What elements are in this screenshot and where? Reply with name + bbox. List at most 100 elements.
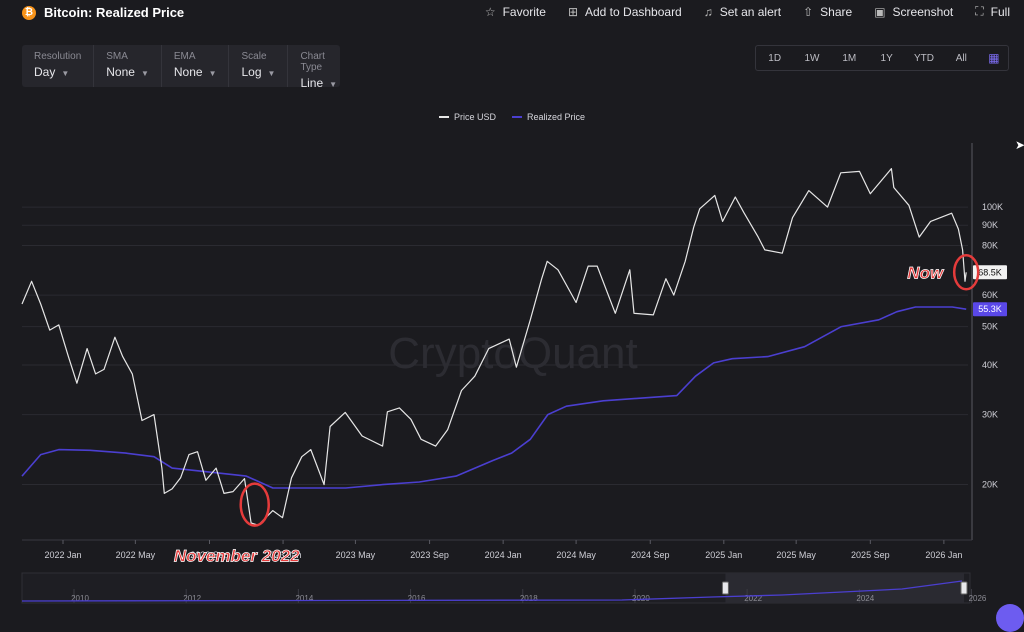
header-actions: ☆ Favorite ⊞ Add to Dashboard ♫ Set an aler… [485, 4, 1010, 19]
resolution-select[interactable]: Resolution Day ▼ [22, 45, 95, 87]
y-tick-label: 90K [982, 220, 998, 230]
range-1m-button[interactable]: 1M [842, 52, 857, 64]
navigator[interactable]: 2010 2012 2014 2016 2018 2020 2022 2024 2026 [21, 572, 987, 604]
range-1y-button[interactable]: 1Y [880, 52, 893, 64]
annotations: November 2022 Now [174, 254, 980, 566]
legend-item-realized[interactable]: Realized Price [511, 112, 586, 122]
mouse-cursor-icon: ➤ [1015, 138, 1024, 152]
sma-value: None [106, 65, 135, 79]
navigator-label: 2026 [969, 594, 987, 603]
y-tick-label: 100K [982, 202, 1003, 212]
range-all-button[interactable]: All [955, 52, 967, 64]
range-selector: 1D 1W 1M 1Y YTD All ▦ [755, 45, 1009, 71]
y-tick-label: 30K [982, 410, 998, 420]
share-icon: ⇧ [803, 4, 814, 19]
series-layer [21, 168, 967, 526]
fullscreen-button[interactable]: ⛶ Full [975, 4, 1010, 19]
ema-select[interactable]: EMA None ▼ [162, 45, 230, 87]
legend-swatch-realized [511, 116, 522, 118]
series-line-price [21, 168, 967, 526]
resolution-value: Day [34, 65, 56, 79]
screenshot-button[interactable]: ▣ Screenshot [874, 4, 953, 19]
chevron-down-icon: ▼ [208, 69, 217, 78]
navigator-label: 2010 [71, 594, 89, 603]
annotation-circle-now [952, 254, 980, 291]
x-tick-label: 2025 May [776, 550, 816, 560]
set-alert-button[interactable]: ♫ Set an alert [704, 4, 781, 19]
gridlines [22, 206, 968, 486]
y-axis: 100K 90K 80K 60K 50K 40K 30K 20K 68.5K 55.3K [971, 143, 1007, 540]
x-tick-label: 2023 Jan [265, 550, 302, 560]
chart-type-label: Chart Type [300, 51, 325, 73]
chevron-down-icon: ▼ [267, 69, 276, 78]
x-axis: 2022 Jan 2022 May 2022 Sep 2023 Jan 2023 May… [22, 539, 972, 560]
navigator-label: 2012 [183, 594, 201, 603]
add-to-dashboard-button[interactable]: ⊞ Add to Dashboard [568, 4, 682, 19]
annotation-label-now: Now [907, 263, 945, 282]
scale-select[interactable]: Scale Log ▼ [229, 45, 289, 87]
range-1d-button[interactable]: 1D [768, 52, 782, 64]
ema-label: EMA [173, 51, 196, 62]
x-tick-label: 2022 Sep [190, 550, 229, 560]
scale-label: Scale [241, 51, 267, 62]
chart-type-value: Line [300, 76, 324, 90]
current-price-badge [973, 265, 1007, 280]
star-icon: ☆ [484, 4, 496, 19]
y-tick-label: 60K [982, 290, 998, 300]
x-tick-label: 2024 Sep [631, 550, 670, 560]
x-tick-label: 2025 Jan [705, 550, 742, 560]
fullscreen-icon: ⛶ [975, 4, 984, 18]
fullscreen-label: Full [990, 4, 1010, 19]
series-line-realized [21, 306, 967, 489]
add-to-dashboard-label: Add to Dashboard [585, 4, 682, 19]
x-tick-label: 2025 Sep [851, 550, 890, 560]
annotation-label-nov2022: November 2022 [174, 547, 300, 566]
navigator-label: 2020 [632, 594, 650, 603]
x-tick-label: 2023 Sep [410, 550, 449, 560]
y-tick-label: 80K [982, 241, 998, 251]
chart-type-select[interactable]: Chart Type Line ▼ [288, 45, 349, 90]
share-label: Share [820, 4, 853, 19]
favorite-button[interactable]: ☆ Favorite [485, 4, 546, 19]
screenshot-label: Screenshot [892, 4, 954, 19]
current-realized-badge [973, 302, 1007, 317]
sma-select[interactable]: SMA None ▼ [94, 45, 162, 87]
navigator-label: 2014 [295, 594, 313, 603]
dashboard-add-icon: ⊞ [567, 4, 578, 19]
chevron-down-icon: ▼ [61, 69, 70, 78]
navigator-label: 2022 [744, 594, 762, 603]
range-1w-button[interactable]: 1W [804, 52, 820, 64]
x-tick-label: 2026 Jan [925, 550, 962, 560]
legend-label-realized: Realized Price [526, 112, 586, 122]
navigator-line [21, 580, 963, 602]
x-tick-label: 2023 May [336, 550, 376, 560]
scale-value: Log [241, 65, 262, 79]
navigator-handle-left [721, 581, 729, 595]
page-title: Bitcoin: Realized Price [44, 5, 185, 20]
legend-swatch-price [438, 116, 449, 118]
header-bar: ₿ Bitcoin: Realized Price ☆ Favorite ⊞ Add… [0, 0, 1024, 25]
camera-icon: ▣ [874, 4, 886, 19]
range-ytd-button[interactable]: YTD [913, 52, 934, 64]
annotation-circle-nov2022 [239, 482, 270, 527]
chevron-down-icon: ▼ [140, 69, 149, 78]
calendar-icon[interactable]: ▦ [988, 51, 1000, 65]
navigator-selection [725, 573, 964, 603]
share-button[interactable]: ⇧ Share [803, 4, 852, 19]
help-chat-button[interactable] [996, 604, 1024, 632]
legend-label-price: Price USD [453, 112, 496, 122]
legend-item-price[interactable]: Price USD [438, 112, 496, 122]
title-group: ₿ Bitcoin: Realized Price [22, 5, 184, 20]
set-alert-label: Set an alert [719, 4, 782, 19]
sma-label: SMA [106, 51, 128, 62]
navigator-handle-right [960, 581, 968, 595]
y-tick-label: 20K [982, 480, 998, 490]
navigator-label: 2018 [520, 594, 538, 603]
current-realized-label: 55.3K [978, 304, 1002, 314]
x-tick-label: 2022 May [116, 550, 156, 560]
x-tick-label: 2024 Jan [485, 550, 522, 560]
resolution-label: Resolution [34, 51, 82, 62]
favorite-label: Favorite [502, 4, 546, 19]
y-tick-label: 50K [982, 322, 998, 332]
